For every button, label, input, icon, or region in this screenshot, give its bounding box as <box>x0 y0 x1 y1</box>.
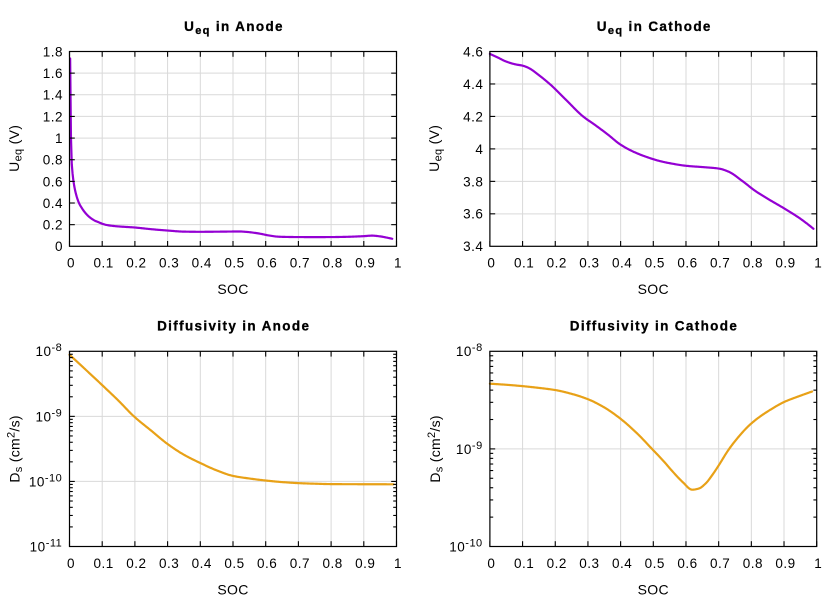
svg-text:1: 1 <box>394 256 402 271</box>
svg-text:SOC: SOC <box>217 281 248 297</box>
svg-text:0.6: 0.6 <box>677 256 697 271</box>
svg-text:0.5: 0.5 <box>224 556 244 571</box>
svg-text:0.8: 0.8 <box>743 556 763 571</box>
svg-text:0.6: 0.6 <box>43 174 63 189</box>
svg-text:0.8: 0.8 <box>322 556 342 571</box>
svg-text:0.6: 0.6 <box>677 556 697 571</box>
svg-text:0.7: 0.7 <box>710 556 730 571</box>
svg-text:0.4: 0.4 <box>612 256 632 271</box>
svg-text:Ds (cm2/s): Ds (cm2/s) <box>6 415 26 483</box>
svg-text:Ueq (V): Ueq (V) <box>6 125 25 172</box>
svg-text:0: 0 <box>487 256 495 271</box>
svg-text:1.8: 1.8 <box>43 44 63 59</box>
svg-text:0.4: 0.4 <box>612 556 632 571</box>
svg-text:0.3: 0.3 <box>579 556 599 571</box>
svg-text:SOC: SOC <box>638 281 669 297</box>
svg-text:0.1: 0.1 <box>514 556 534 571</box>
svg-text:0.6: 0.6 <box>257 556 277 571</box>
svg-text:3.8: 3.8 <box>463 174 483 189</box>
svg-text:SOC: SOC <box>638 581 669 597</box>
svg-text:Ueq in Cathode: Ueq in Cathode <box>597 19 712 37</box>
svg-text:1: 1 <box>814 256 822 271</box>
svg-text:4.4: 4.4 <box>463 77 483 92</box>
svg-text:4: 4 <box>475 142 483 157</box>
svg-text:1: 1 <box>394 556 402 571</box>
svg-text:Diffusivity in Anode: Diffusivity in Anode <box>157 319 310 334</box>
svg-text:1: 1 <box>55 131 63 146</box>
svg-text:0.7: 0.7 <box>290 256 310 271</box>
svg-text:0.1: 0.1 <box>514 256 534 271</box>
svg-text:4.6: 4.6 <box>463 44 483 59</box>
svg-text:0.2: 0.2 <box>547 256 567 271</box>
svg-text:0.2: 0.2 <box>547 556 567 571</box>
svg-text:Ueq (V): Ueq (V) <box>426 125 445 172</box>
svg-text:0.9: 0.9 <box>355 256 375 271</box>
svg-text:0.5: 0.5 <box>224 256 244 271</box>
svg-text:0.6: 0.6 <box>257 256 277 271</box>
svg-text:0.8: 0.8 <box>43 153 63 168</box>
svg-text:0.4: 0.4 <box>43 196 63 211</box>
svg-text:0: 0 <box>55 239 63 254</box>
svg-text:0.8: 0.8 <box>322 256 342 271</box>
svg-text:1: 1 <box>814 556 822 571</box>
svg-text:0.4: 0.4 <box>192 556 212 571</box>
svg-text:1.6: 1.6 <box>43 66 63 81</box>
svg-text:0: 0 <box>487 556 495 571</box>
svg-text:0: 0 <box>67 556 75 571</box>
svg-text:0.2: 0.2 <box>126 556 146 571</box>
svg-text:Ueq in Anode: Ueq in Anode <box>184 19 284 37</box>
svg-text:Ds (cm2/s): Ds (cm2/s) <box>426 415 446 483</box>
svg-text:3.4: 3.4 <box>463 239 483 254</box>
svg-text:1.4: 1.4 <box>43 88 63 103</box>
svg-text:0.7: 0.7 <box>290 556 310 571</box>
svg-text:0.9: 0.9 <box>775 256 795 271</box>
svg-text:1.2: 1.2 <box>43 109 63 124</box>
svg-text:0.2: 0.2 <box>43 218 63 233</box>
svg-text:0.5: 0.5 <box>645 256 665 271</box>
svg-text:0.1: 0.1 <box>94 556 114 571</box>
svg-text:Diffusivity in Cathode: Diffusivity in Cathode <box>570 319 738 334</box>
svg-text:3.6: 3.6 <box>463 207 483 222</box>
svg-text:0.8: 0.8 <box>743 256 763 271</box>
svg-text:0.3: 0.3 <box>159 256 179 271</box>
svg-text:0.3: 0.3 <box>159 556 179 571</box>
svg-text:0.9: 0.9 <box>355 556 375 571</box>
svg-text:0.4: 0.4 <box>192 256 212 271</box>
svg-text:0.3: 0.3 <box>579 256 599 271</box>
svg-text:SOC: SOC <box>217 581 248 597</box>
svg-text:0: 0 <box>67 256 75 271</box>
svg-text:0.2: 0.2 <box>126 256 146 271</box>
svg-text:0.9: 0.9 <box>775 556 795 571</box>
svg-text:0.1: 0.1 <box>94 256 114 271</box>
svg-text:4.2: 4.2 <box>463 109 483 124</box>
svg-text:0.7: 0.7 <box>710 256 730 271</box>
svg-text:0.5: 0.5 <box>645 556 665 571</box>
